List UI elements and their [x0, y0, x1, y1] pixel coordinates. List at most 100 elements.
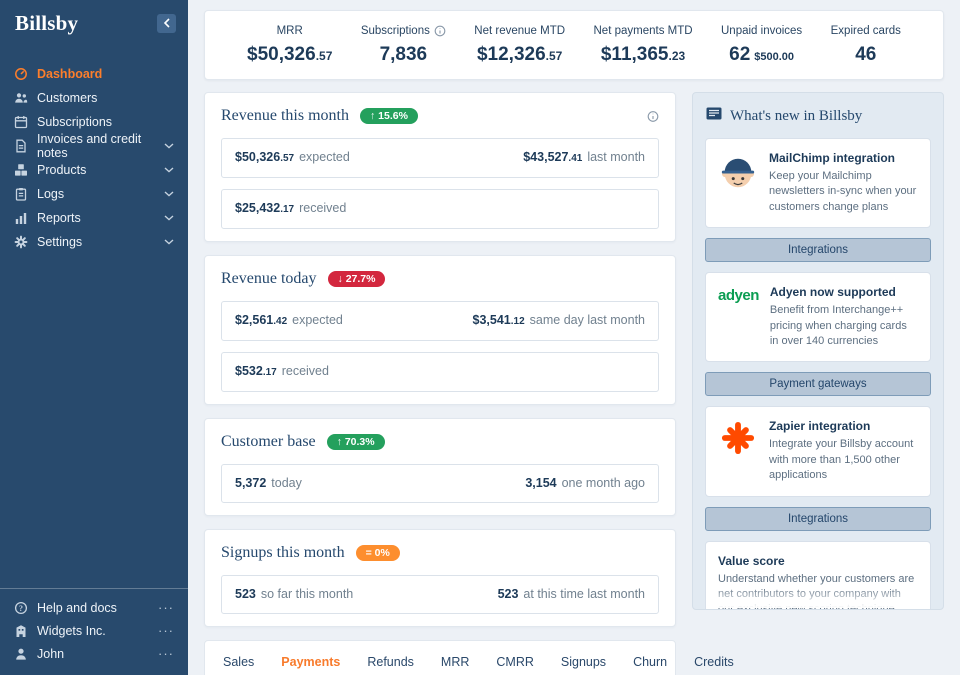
sidebar-item-reports[interactable]: Reports	[0, 206, 188, 230]
metric-row: 523 so far this month 523 at this time las…	[221, 575, 659, 614]
integrations-button[interactable]: Integrations	[705, 506, 931, 531]
help-and-docs-item[interactable]: ? Help and docs ···	[0, 596, 188, 619]
news-item-text: Integrate your Billsby account with more…	[769, 438, 914, 482]
footer-item-label: Widgets Inc.	[37, 623, 106, 638]
stat-value: $11,365.23	[600, 44, 686, 65]
sidebar-header: Billsby	[0, 0, 188, 46]
sidebar-item-label: Reports	[37, 211, 81, 225]
more-options-icon[interactable]: ···	[158, 622, 174, 638]
row-right: 523 at this time last month	[497, 587, 645, 601]
products-icon	[14, 163, 28, 177]
news-item-text: Understand whether your customers are ne…	[718, 572, 915, 610]
billsby-logo: Billsby	[15, 11, 79, 35]
info-icon[interactable]	[434, 25, 446, 37]
sidebar-item-subscriptions[interactable]: Subscriptions	[0, 110, 188, 134]
tab-churn[interactable]: Churn	[633, 655, 668, 669]
news-item-title: MailChimp integration	[769, 151, 895, 165]
whats-new-panel: What's new in Billsby	[692, 92, 944, 610]
sidebar-item-customers[interactable]: Customers	[0, 86, 188, 110]
kpi-stats-bar: MRR $50,326.57 Subscriptions 7,836 Net r…	[204, 10, 944, 80]
whats-new-column: What's new in Billsby	[692, 92, 944, 675]
help-icon: ?	[14, 601, 28, 615]
stat-label: MRR	[276, 25, 303, 37]
payment-gateways-button[interactable]: Payment gateways	[705, 372, 931, 397]
user-item[interactable]: John ···	[0, 642, 188, 665]
stat-value: 46	[855, 44, 877, 65]
news-item-title: Adyen now supported	[769, 285, 896, 300]
tab-sales[interactable]: Sales	[223, 655, 255, 669]
sidebar-item-products[interactable]: Products	[0, 158, 188, 182]
tab-payments[interactable]: Payments	[281, 655, 341, 669]
footer-item-label: Help and docs	[37, 600, 117, 615]
row-left: $532.17 received	[235, 364, 329, 378]
integrations-button[interactable]: Integrations	[705, 238, 931, 263]
chevron-down-icon	[164, 167, 174, 174]
metric-row: $25,432.17 received	[221, 189, 659, 229]
row-left: 523 so far this month	[235, 587, 354, 601]
signups-this-month-card: Signups this month = 0% 523 so far this m…	[204, 529, 676, 627]
company-icon	[14, 624, 28, 638]
tab-refunds[interactable]: Refunds	[367, 655, 414, 669]
stat-label: Subscriptions	[361, 25, 446, 37]
divider	[0, 588, 188, 589]
sidebar-item-logs[interactable]: Logs	[0, 182, 188, 206]
tab-credits[interactable]: Credits	[694, 655, 734, 669]
whats-new-card-mailchimp: MailChimp integration Keep your Mailchim…	[705, 138, 931, 229]
trend-badge: ↓ 27.7%	[327, 270, 386, 288]
mailchimp-icon	[718, 151, 758, 215]
svg-text:?: ?	[19, 603, 23, 612]
sidebar-item-label: Products	[37, 163, 87, 177]
stat-unpaid-invoices: Unpaid invoices 62 $500.00	[721, 25, 802, 66]
whats-new-card-adyen: adyen Adyen now supported Benefit from I…	[705, 272, 931, 363]
whats-new-title: What's new in Billsby	[730, 107, 863, 124]
sidebar: Billsby Dashboard Customers Subscription…	[0, 0, 188, 675]
user-icon	[14, 647, 28, 661]
dashboard-icon	[14, 67, 28, 81]
company-item[interactable]: Widgets Inc. ···	[0, 619, 188, 642]
trend-badge: ↑ 15.6%	[359, 107, 418, 125]
chevron-down-icon	[164, 215, 174, 222]
metric-row: $50,326.57 expected $43,527.41 last month	[221, 138, 659, 178]
revenue-this-month-card: Revenue this month ↑ 15.6% $50,326.57 exp…	[204, 92, 676, 242]
stat-subscriptions: Subscriptions 7,836	[361, 25, 446, 66]
sidebar-item-label: Logs	[37, 187, 65, 201]
sidebar-item-label: Dashboard	[37, 67, 103, 81]
tab-cmrr[interactable]: CMRR	[496, 655, 534, 669]
sidebar-item-label: Invoices and credit notes	[37, 132, 142, 160]
tab-signups[interactable]: Signups	[560, 655, 607, 669]
chart-card: Sales Payments Refunds MRR CMRR Signups …	[204, 640, 734, 675]
metric-row: 5,372 today 3,154 one month ago	[221, 464, 659, 503]
stat-label: Unpaid invoices	[721, 25, 803, 37]
revenue-today-card: Revenue today ↓ 27.7% $2,561.42 expected …	[204, 255, 676, 405]
clipboard-icon	[14, 187, 28, 201]
chart-metric-tabs: Sales Payments Refunds MRR CMRR Signups …	[221, 641, 734, 675]
sidebar-collapse-button[interactable]	[157, 14, 176, 33]
sidebar-item-dashboard[interactable]: Dashboard	[0, 62, 188, 86]
sidebar-item-settings[interactable]: Settings	[0, 230, 188, 254]
stat-mrr: MRR $50,326.57	[247, 25, 332, 66]
sidebar-item-label: Subscriptions	[37, 115, 113, 129]
row-left: $50,326.57 expected	[235, 150, 350, 164]
stat-label: Expired cards	[830, 25, 901, 37]
sidebar-item-invoices[interactable]: Invoices and credit notes	[0, 132, 188, 160]
news-item-title: Zapier integration	[769, 419, 871, 434]
tab-mrr[interactable]: MRR	[440, 655, 470, 669]
trend-badge: = 0%	[355, 544, 400, 562]
row-right: 3,154 one month ago	[525, 476, 645, 490]
info-icon[interactable]	[647, 110, 659, 122]
more-options-icon[interactable]: ···	[158, 645, 174, 661]
stat-expired-cards: Expired cards 46	[831, 25, 901, 66]
sidebar-item-label: Customers	[37, 91, 98, 105]
chevron-down-icon	[164, 191, 174, 198]
news-item-text: Benefit from Interchange++ pricing when …	[769, 304, 907, 347]
stat-net-payments-mtd: Net payments MTD $11,365.23	[594, 25, 693, 66]
card-title: Signups this month	[221, 544, 345, 561]
zapier-icon	[718, 419, 758, 483]
more-options-icon[interactable]: ···	[158, 599, 174, 615]
metric-row: $532.17 received	[221, 352, 659, 392]
stat-net-revenue-mtd: Net revenue MTD $12,326.57	[474, 25, 565, 66]
adyen-logo: adyen	[718, 287, 759, 305]
row-left: 5,372 today	[235, 476, 302, 490]
row-left: $25,432.17 received	[235, 201, 347, 215]
trend-badge: ↑ 70.3%	[326, 433, 385, 451]
